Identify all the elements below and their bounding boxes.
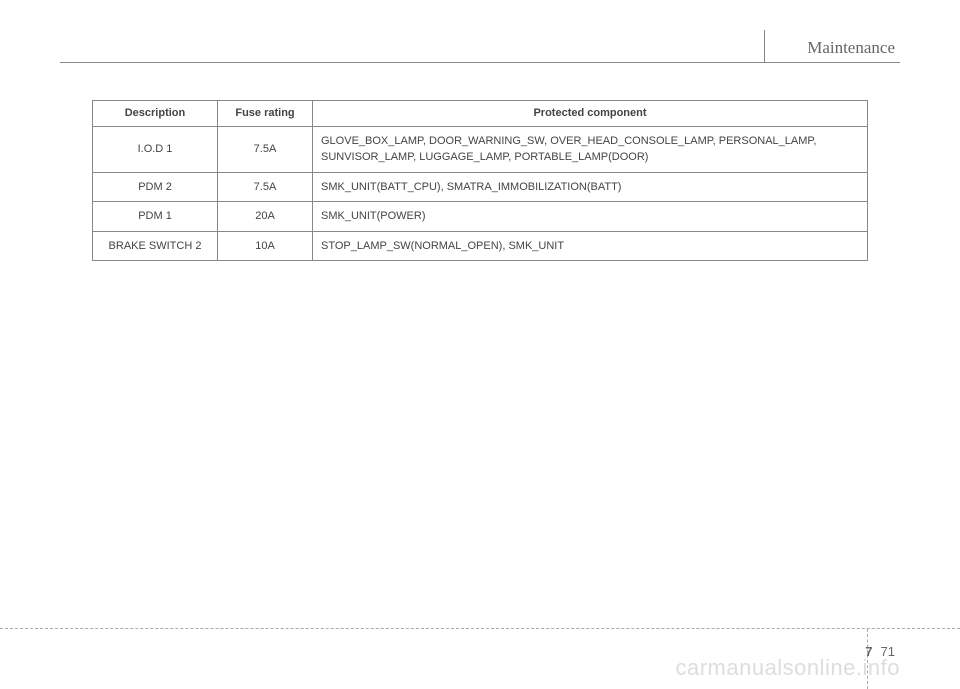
cell-rating: 20A <box>218 202 313 232</box>
cell-description: PDM 1 <box>93 202 218 232</box>
header-line <box>60 62 900 63</box>
col-header-rating: Fuse rating <box>218 101 313 127</box>
table-row: BRAKE SWITCH 2 10A STOP_LAMP_SW(NORMAL_O… <box>93 231 868 261</box>
col-header-description: Description <box>93 101 218 127</box>
page-container: Maintenance Description Fuse rating Prot… <box>0 0 960 689</box>
fuse-table: Description Fuse rating Protected compon… <box>92 100 868 261</box>
header-divider <box>764 30 765 62</box>
cell-component: STOP_LAMP_SW(NORMAL_OPEN), SMK_UNIT <box>313 231 868 261</box>
table-row: I.O.D 1 7.5A GLOVE_BOX_LAMP, DOOR_WARNIN… <box>93 126 868 172</box>
footer-line-horizontal <box>0 628 960 629</box>
cell-description: PDM 2 <box>93 172 218 202</box>
section-title: Maintenance <box>807 38 895 58</box>
table-row: PDM 1 20A SMK_UNIT(POWER) <box>93 202 868 232</box>
cell-description: BRAKE SWITCH 2 <box>93 231 218 261</box>
cell-component: SMK_UNIT(POWER) <box>313 202 868 232</box>
cell-component: GLOVE_BOX_LAMP, DOOR_WARNING_SW, OVER_HE… <box>313 126 868 172</box>
cell-rating: 10A <box>218 231 313 261</box>
table-header-row: Description Fuse rating Protected compon… <box>93 101 868 127</box>
cell-description: I.O.D 1 <box>93 126 218 172</box>
table-row: PDM 2 7.5A SMK_UNIT(BATT_CPU), SMATRA_IM… <box>93 172 868 202</box>
watermark: carmanualsonline.info <box>675 655 900 681</box>
cell-component: SMK_UNIT(BATT_CPU), SMATRA_IMMOBILIZATIO… <box>313 172 868 202</box>
cell-rating: 7.5A <box>218 172 313 202</box>
col-header-component: Protected component <box>313 101 868 127</box>
cell-rating: 7.5A <box>218 126 313 172</box>
